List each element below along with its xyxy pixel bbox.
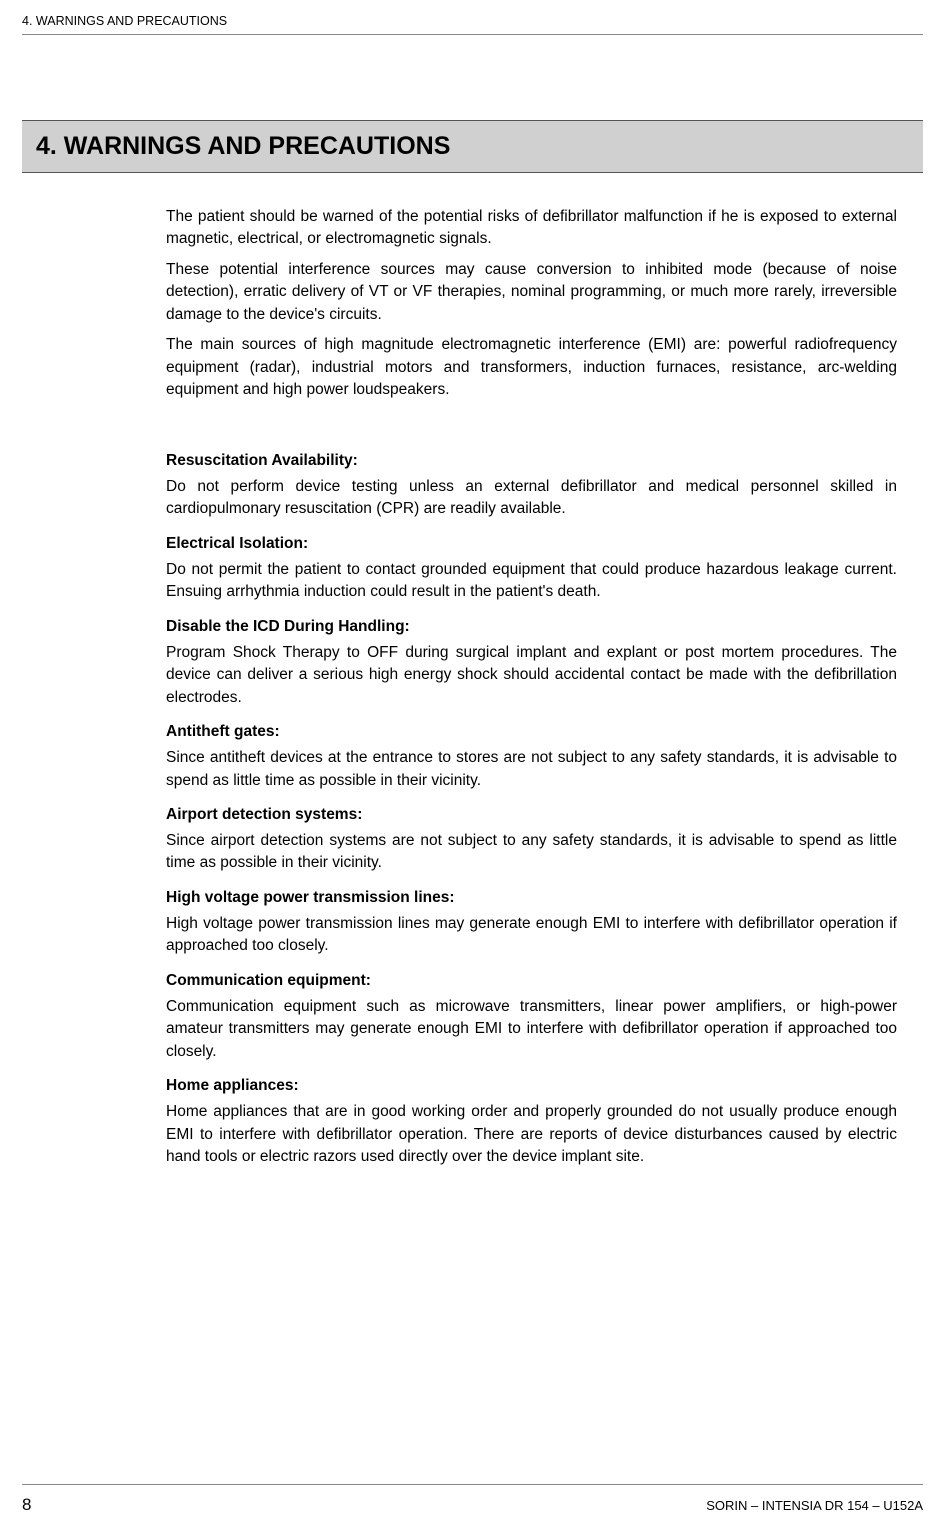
intro-paragraph: The main sources of high magnitude elect… xyxy=(166,334,897,401)
footer-row: 8 SORIN – INTENSIA DR 154 – U152A xyxy=(22,1495,923,1515)
body-paragraph: Since airport detection systems are not … xyxy=(166,830,897,875)
header-breadcrumb: 4. WARNINGS AND PRECAUTIONS xyxy=(22,14,923,32)
body-paragraph: Since antitheft devices at the entrance … xyxy=(166,747,897,792)
content-area: The patient should be warned of the pote… xyxy=(166,206,897,1177)
body-paragraph: Do not permit the patient to contact gro… xyxy=(166,559,897,604)
page-number: 8 xyxy=(22,1495,31,1515)
header-rule xyxy=(22,34,923,35)
section-gap xyxy=(166,410,897,438)
intro-paragraph: The patient should be warned of the pote… xyxy=(166,206,897,251)
subheading-disable-icd: Disable the ICD During Handling: xyxy=(166,618,897,636)
subheading-antitheft: Antitheft gates: xyxy=(166,723,897,741)
footer-rule xyxy=(22,1484,923,1485)
subheading-airport: Airport detection systems: xyxy=(166,806,897,824)
body-paragraph: Communication equipment such as microwav… xyxy=(166,996,897,1063)
subheading-resuscitation: Resuscitation Availability: xyxy=(166,452,897,470)
subheading-high-voltage: High voltage power transmission lines: xyxy=(166,889,897,907)
subheading-electrical-isolation: Electrical Isolation: xyxy=(166,535,897,553)
section-title-bar: 4. WARNINGS AND PRECAUTIONS xyxy=(22,120,923,173)
body-paragraph: High voltage power transmission lines ma… xyxy=(166,913,897,958)
body-paragraph: Home appliances that are in good working… xyxy=(166,1101,897,1168)
subheading-communication: Communication equipment: xyxy=(166,972,897,990)
intro-paragraph: These potential interference sources may… xyxy=(166,259,897,326)
body-paragraph: Do not perform device testing unless an … xyxy=(166,476,897,521)
page-header: 4. WARNINGS AND PRECAUTIONS xyxy=(22,14,923,35)
subheading-home-appliances: Home appliances: xyxy=(166,1077,897,1095)
page-footer: 8 SORIN – INTENSIA DR 154 – U152A xyxy=(22,1484,923,1515)
footer-product-id: SORIN – INTENSIA DR 154 – U152A xyxy=(706,1498,923,1513)
section-title: 4. WARNINGS AND PRECAUTIONS xyxy=(36,132,909,161)
body-paragraph: Program Shock Therapy to OFF during surg… xyxy=(166,642,897,709)
